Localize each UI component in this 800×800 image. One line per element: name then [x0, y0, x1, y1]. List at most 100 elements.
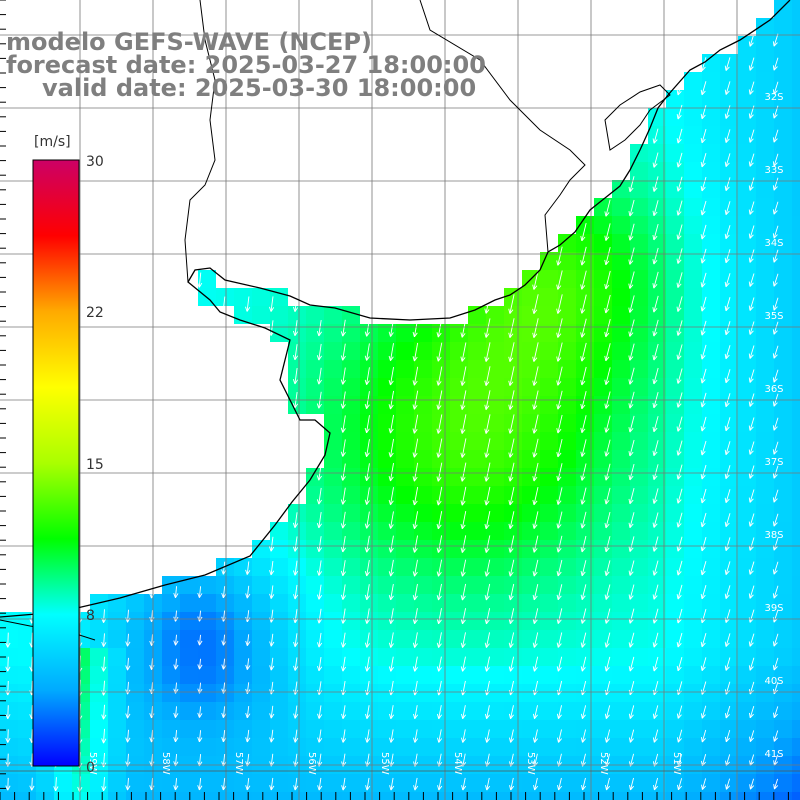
- wind-speed-cell: [594, 558, 612, 576]
- wind-arrow: [604, 463, 611, 481]
- wind-speed-cell: [342, 486, 360, 504]
- wind-speed-cell: [612, 558, 630, 576]
- wind-speed-cell: [468, 522, 486, 540]
- wind-speed-cell: [468, 720, 486, 738]
- wind-arrow: [340, 608, 347, 624]
- wind-speed-cell: [666, 126, 684, 144]
- wind-speed-cell: [612, 576, 630, 594]
- wind-speed-cell: [108, 594, 126, 612]
- wind-speed-cell: [198, 630, 216, 648]
- wind-arrow: [676, 224, 683, 240]
- wind-speed-cell: [648, 360, 666, 378]
- wind-speed-cell: [648, 414, 666, 432]
- wind-speed-cell: [468, 486, 486, 504]
- wind-speed-cell: [666, 414, 684, 432]
- wind-speed-cell: [540, 468, 558, 486]
- wind-speed-cell: [756, 432, 774, 450]
- wind-speed-cell: [90, 612, 108, 630]
- wind-speed-cell: [324, 558, 342, 576]
- wind-speed-cell: [126, 684, 144, 702]
- wind-arrow: [580, 584, 587, 600]
- wind-arrow: [772, 81, 779, 95]
- wind-speed-cell: [720, 360, 738, 378]
- wind-speed-cell: [720, 792, 738, 800]
- wind-speed-cell: [486, 468, 504, 486]
- wind-arrow: [628, 295, 635, 313]
- wind-speed-cell: [648, 684, 666, 702]
- wind-speed-cell: [522, 684, 540, 702]
- wind-arrow: [772, 249, 779, 263]
- wind-speed-cell: [738, 486, 756, 504]
- wind-speed-cell: [684, 198, 702, 216]
- wind-speed-cell: [720, 162, 738, 180]
- wind-speed-cell: [504, 486, 522, 504]
- wind-arrow: [389, 729, 395, 743]
- wind-speed-cell: [756, 702, 774, 720]
- wind-speed-cell: [288, 702, 306, 720]
- wind-speed-cell: [684, 666, 702, 684]
- wind-speed-cell: [324, 396, 342, 414]
- wind-speed-cell: [720, 540, 738, 558]
- wind-arrow: [700, 105, 707, 120]
- wind-speed-cell: [288, 522, 306, 540]
- wind-arrow: [509, 753, 515, 767]
- wind-speed-cell: [648, 234, 666, 252]
- wind-speed-cell: [576, 414, 594, 432]
- wind-arrow: [580, 487, 587, 505]
- wind-speed-cell: [702, 522, 720, 540]
- wind-arrow: [700, 57, 707, 72]
- wind-speed-cell: [468, 324, 486, 342]
- wind-speed-cell: [216, 630, 234, 648]
- wind-arrow: [532, 294, 539, 314]
- wind-speed-cell: [612, 432, 630, 450]
- wind-speed-cell: [756, 360, 774, 378]
- wind-arrow: [317, 657, 323, 672]
- wind-speed-cell: [414, 432, 432, 450]
- wind-arrow: [388, 462, 394, 482]
- wind-arrow: [412, 583, 418, 601]
- wind-speed-cell: [612, 504, 630, 522]
- wind-arrow: [532, 438, 539, 458]
- wind-speed-cell: [396, 774, 414, 792]
- wind-speed-cell: [450, 396, 468, 414]
- wind-speed-cell: [594, 666, 612, 684]
- wind-arrow: [604, 487, 611, 505]
- wind-speed-cell: [738, 648, 756, 666]
- wind-speed-cell: [450, 576, 468, 594]
- wind-speed-cell: [558, 684, 576, 702]
- wind-speed-cell: [360, 792, 378, 800]
- wind-arrow: [245, 658, 251, 670]
- wind-speed-cell: [504, 576, 522, 594]
- wind-arrow: [556, 438, 563, 458]
- wind-speed-cell: [378, 450, 396, 468]
- wind-speed-cell: [360, 342, 378, 360]
- wind-speed-cell: [756, 378, 774, 396]
- wind-speed-cell: [126, 648, 144, 666]
- wind-speed-cell: [576, 630, 594, 648]
- wind-speed-cell: [270, 666, 288, 684]
- wind-speed-cell: [684, 108, 702, 126]
- wind-speed-cell: [630, 360, 648, 378]
- wind-speed-cell: [468, 594, 486, 612]
- wind-speed-cell: [612, 666, 630, 684]
- wind-speed-cell: [648, 126, 666, 144]
- wind-speed-cell: [720, 612, 738, 630]
- wind-arrow: [773, 706, 779, 718]
- wind-speed-cell: [0, 666, 18, 684]
- wind-arrow: [772, 129, 779, 143]
- wind-speed-cell: [198, 792, 216, 800]
- wind-speed-cell: [558, 486, 576, 504]
- wind-speed-cell: [648, 702, 666, 720]
- wind-speed-cell: [702, 180, 720, 198]
- wind-speed-cell: [414, 720, 432, 738]
- wind-speed-cell: [738, 234, 756, 252]
- colorbar-tick-label: 30: [86, 154, 104, 170]
- wind-speed-cell: [360, 666, 378, 684]
- wind-speed-cell: [36, 774, 54, 792]
- wind-speed-cell: [648, 468, 666, 486]
- lagoa-mirim: [604, 84, 671, 151]
- wind-arrow: [724, 609, 731, 623]
- wind-speed-cell: [738, 360, 756, 378]
- wind-speed-cell: [576, 504, 594, 522]
- wind-speed-cell: [324, 378, 342, 396]
